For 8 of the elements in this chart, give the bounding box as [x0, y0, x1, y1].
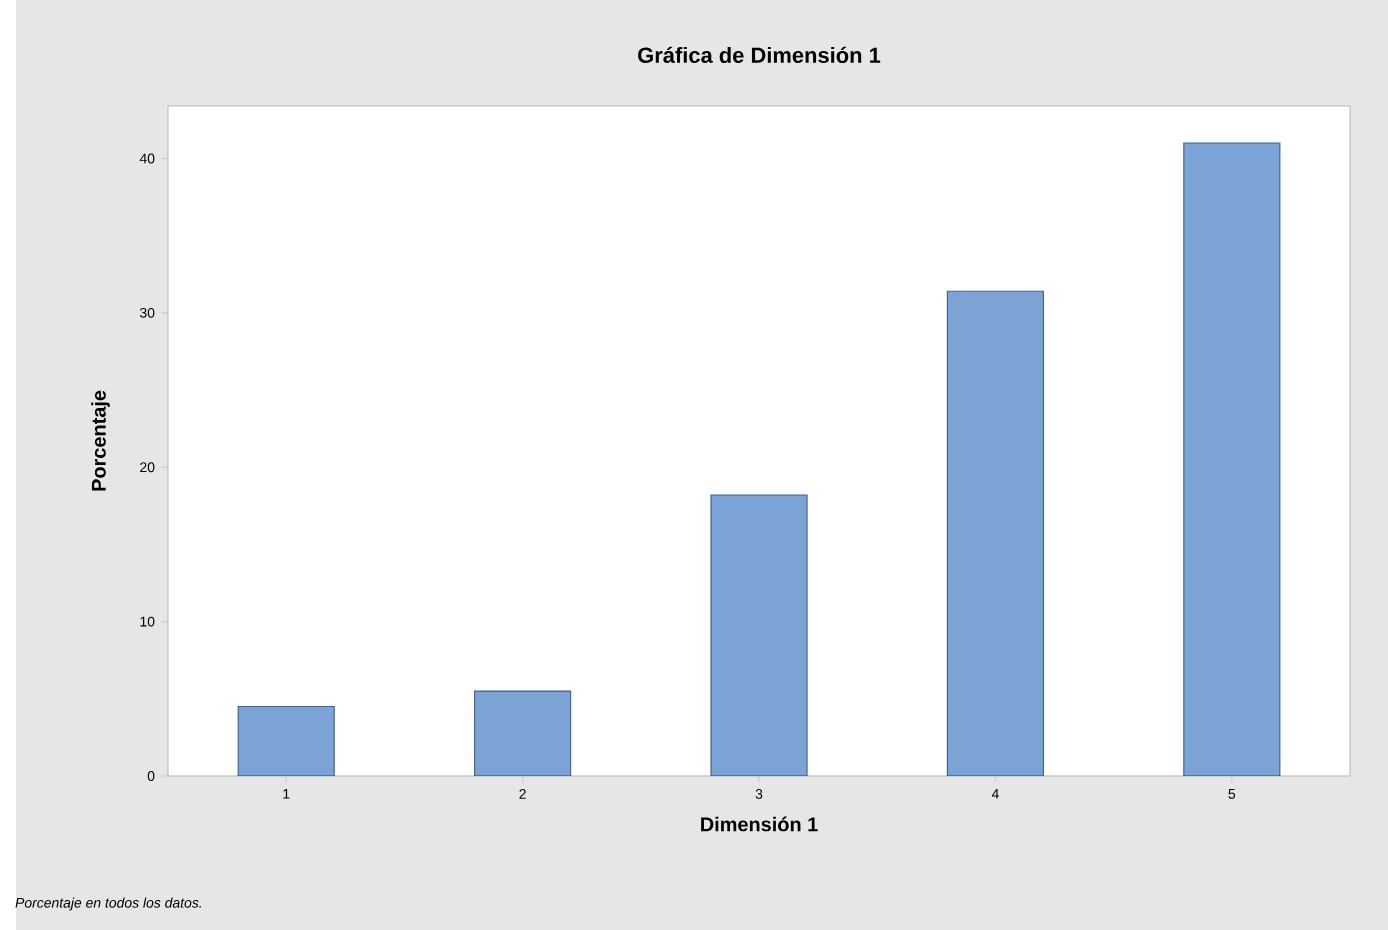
bar [946, 290, 1045, 776]
bar [710, 494, 808, 776]
bar [237, 705, 335, 776]
chart-title: Gráfica de Dimensión 1 [638, 46, 881, 63]
bar [1183, 142, 1281, 776]
y-axis-title: Porcentaje [91, 390, 110, 491]
x-axis-title: Dimensión 1 [701, 816, 818, 832]
bar [474, 690, 572, 776]
